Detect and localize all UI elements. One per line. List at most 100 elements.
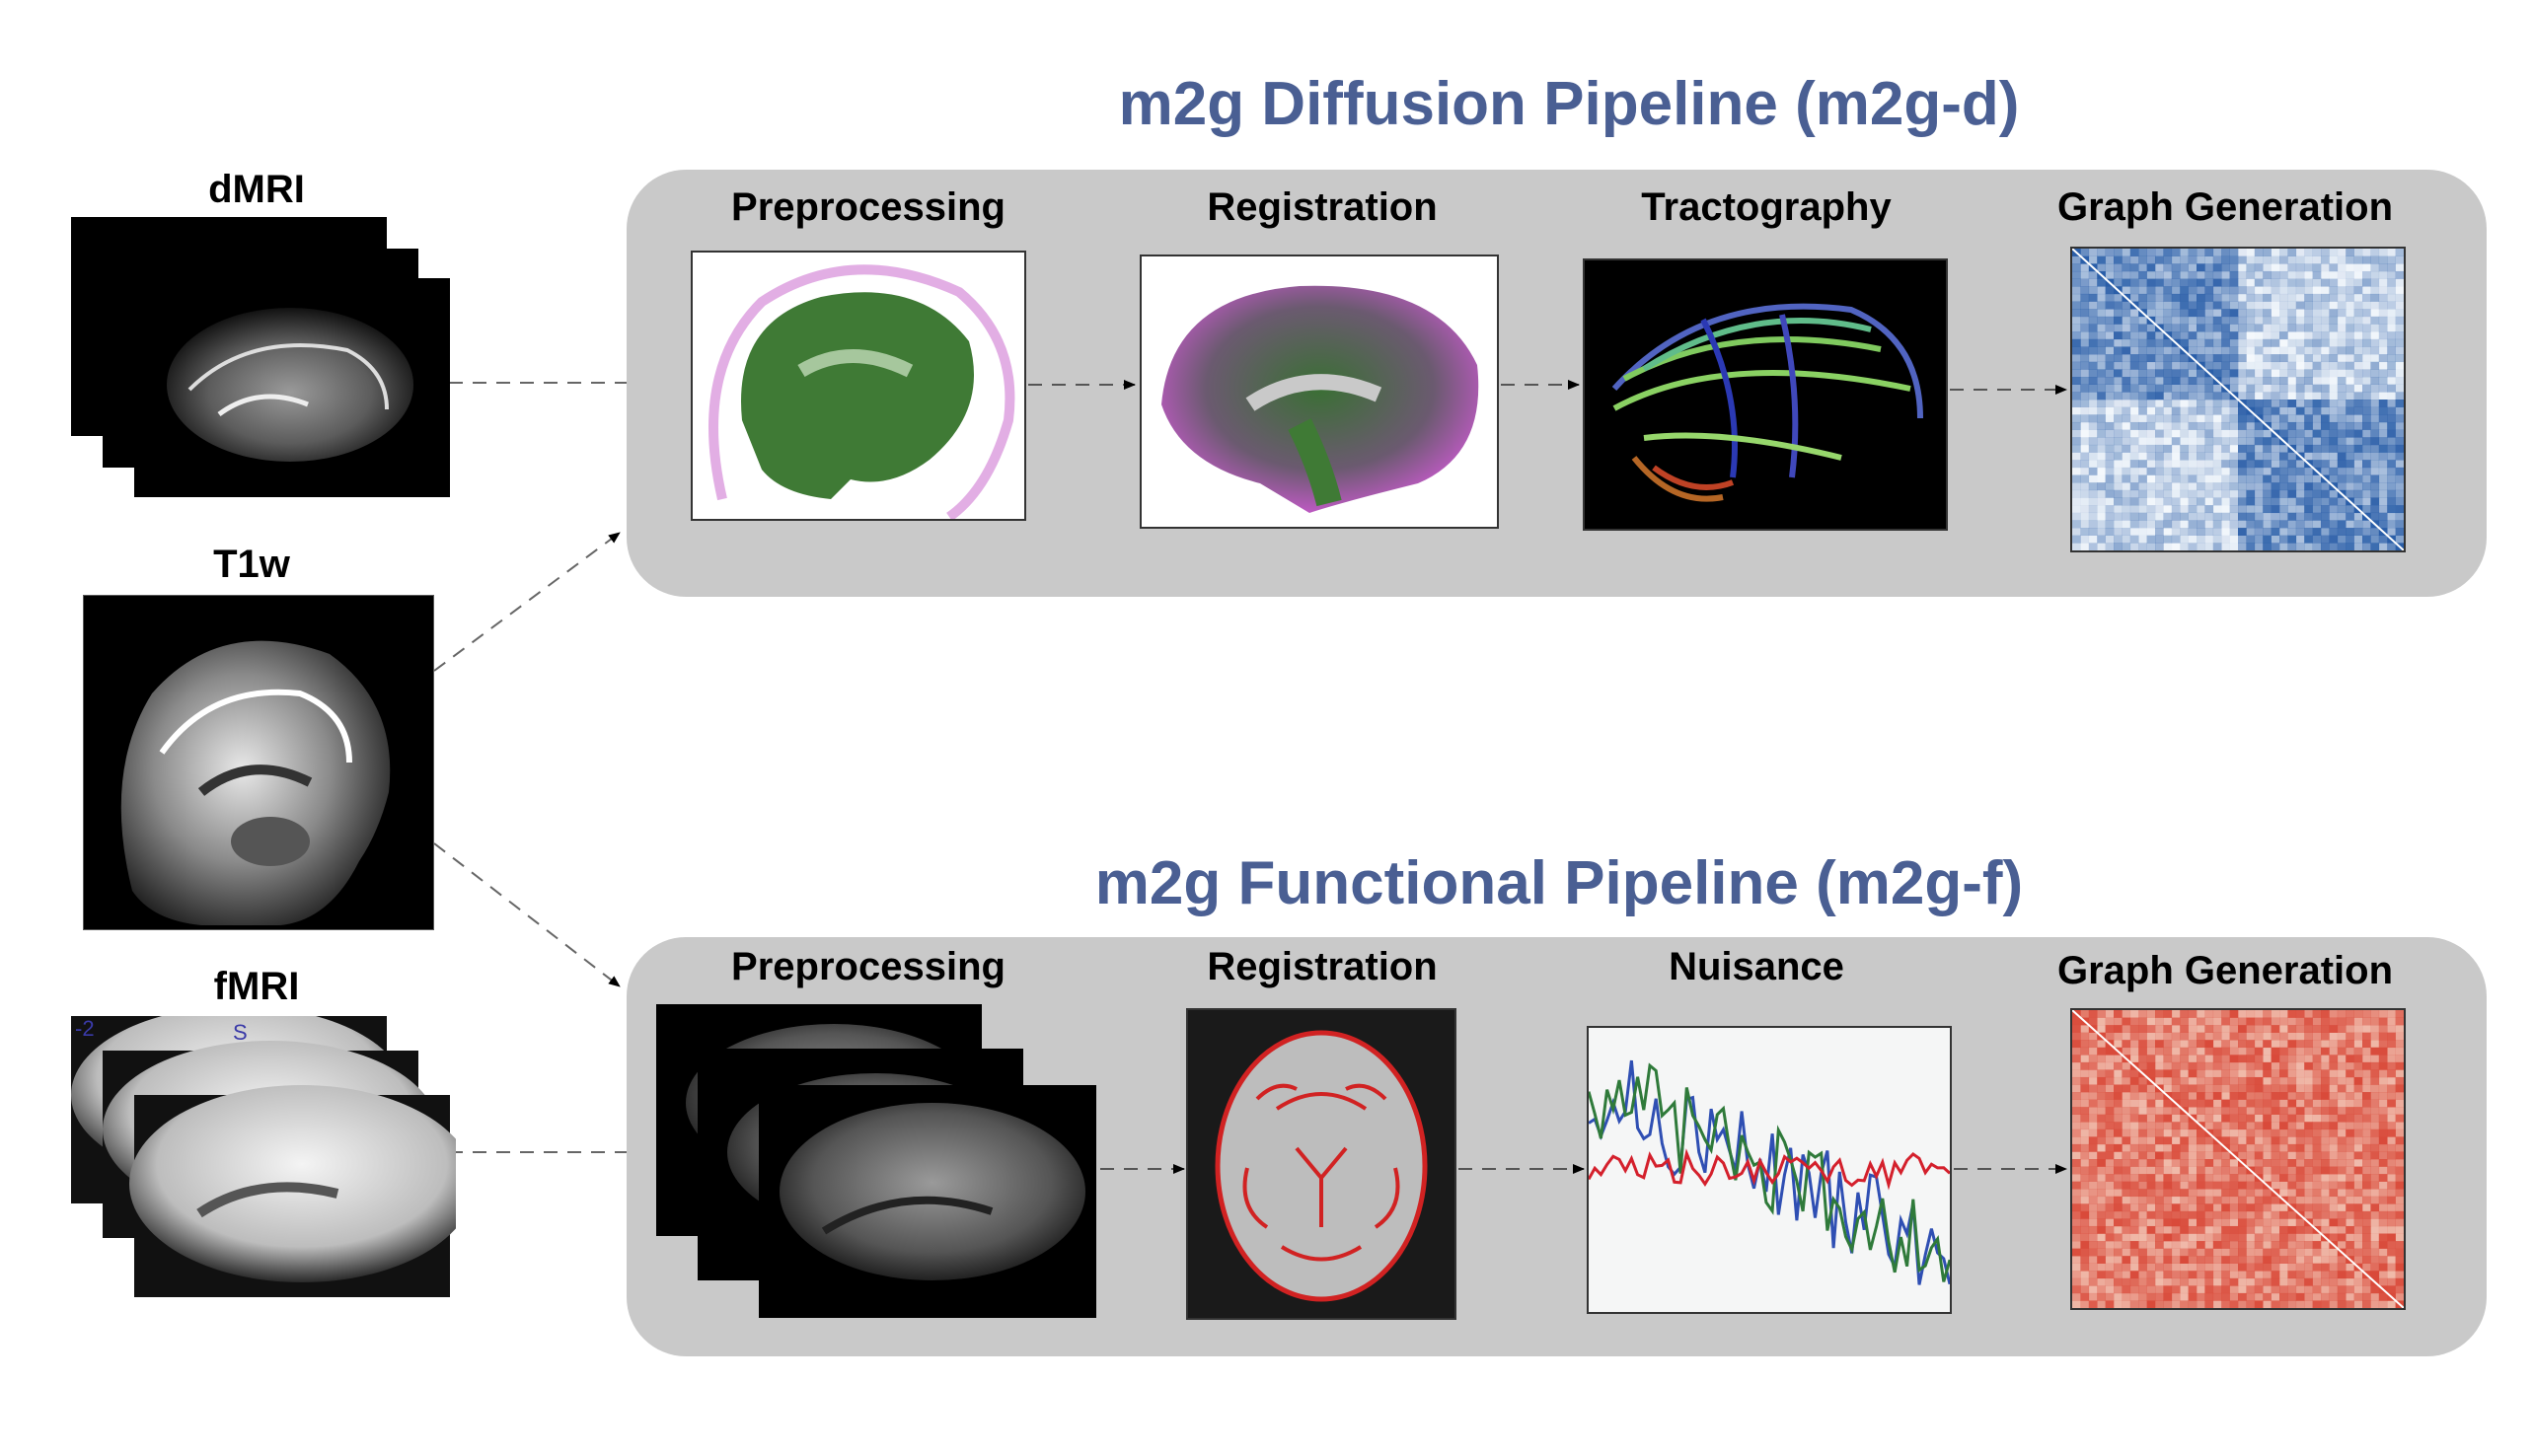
matrix-cell [2171,346,2181,355]
matrix-cell [2387,346,2396,355]
matrix-cell [2321,489,2330,498]
matrix-cell [2105,1122,2115,1130]
matrix-cell [2329,324,2339,332]
matrix-cell [2304,437,2313,446]
matrix-cell [2138,414,2147,423]
matrix-cell [2072,1076,2081,1085]
matrix-cell [2188,1061,2198,1070]
matrix-cell [2312,1107,2322,1115]
matrix-cell [2321,286,2330,294]
matrix-cell [2254,1136,2264,1145]
matrix-cell [2163,346,2173,355]
matrix-cell [2370,316,2380,325]
matrix-cell [2370,1010,2380,1018]
matrix-cell [2362,278,2371,287]
matrix-cell [2346,512,2354,521]
matrix-cell [2129,1143,2139,1152]
matrix-cell [2271,1032,2280,1041]
matrix-cell [2097,543,2106,550]
matrix-cell [2329,400,2339,407]
matrix-cell [2287,1210,2297,1219]
diffusion-tractography-image [1583,258,1948,531]
matrix-cell [2321,278,2330,287]
matrix-cell [2362,1032,2371,1041]
matrix-cell [2180,324,2189,332]
matrix-cell [2088,278,2098,287]
matrix-cell [2263,482,2272,491]
matrix-cell [2295,301,2305,310]
matrix-cell [2088,249,2098,256]
matrix-cell [2138,1040,2147,1049]
matrix-cell [2146,377,2156,385]
matrix-cell [2329,1174,2339,1182]
matrix-cell [2337,361,2347,370]
matrix-cell [2246,1196,2256,1204]
matrix-cell [2295,1092,2305,1100]
matrix-cell [2146,369,2156,378]
matrix-cell [2197,429,2205,438]
matrix-cell [2295,1010,2305,1018]
matrix-cell [2312,1076,2322,1085]
matrix-cell [2254,1218,2264,1227]
matrix-diagonal [2072,1010,2404,1308]
matrix-cell [2263,1159,2272,1167]
matrix-cell [2180,1159,2189,1167]
matrix-cell [2362,392,2371,400]
matrix-cell [2204,429,2214,438]
matrix-cell [2204,400,2214,407]
diffusion-title: m2g Diffusion Pipeline (m2g-d) [1118,70,2020,138]
matrix-cell [2072,1047,2081,1056]
matrix-cell [2129,1159,2139,1167]
matrix-cell [2105,1084,2115,1093]
matrix-cell [2279,1218,2288,1227]
matrix-cell [2329,1092,2339,1100]
matrix-cell [2114,1300,2123,1308]
matrix-cell [2346,1189,2354,1198]
matrix-cell [2304,528,2313,536]
matrix-cell [2329,437,2339,446]
matrix-cell [2138,1300,2147,1308]
matrix-cell [2395,1241,2404,1249]
matrix-cell [2180,512,2189,521]
matrix-cell [2263,429,2272,438]
matrix-cell [2263,1136,2272,1145]
matrix-cell [2129,1076,2139,1085]
matrix-cell [2337,1189,2347,1198]
matrix-cell [2229,1017,2239,1026]
matrix-cell [2304,1151,2313,1160]
matrix-cell [2295,1181,2305,1190]
matrix-cell [2180,309,2189,318]
matrix-cell [2146,1107,2156,1115]
matrix-cell [2155,1047,2164,1056]
matrix-cell [2072,1136,2081,1145]
matrix-cell [2080,1107,2090,1115]
matrix-cell [2097,460,2106,469]
matrix-cell [2387,1114,2396,1123]
matrix-cell [2263,520,2272,529]
matrix-cell [2362,384,2371,393]
matrix-cell [2287,369,2297,378]
matrix-cell [2321,263,2330,272]
matrix-cell [2114,255,2123,264]
matrix-cell [2171,1084,2181,1093]
matrix-cell [2163,460,2173,469]
matrix-cell [2105,1136,2115,1145]
matrix-cell [2097,1248,2106,1257]
matrix-cell [2263,535,2272,544]
matrix-cell [2246,543,2256,550]
matrix-cell [2212,1061,2222,1070]
matrix-cell [2088,535,2098,544]
matrix-cell [2197,1218,2205,1227]
matrix-cell [2287,1225,2297,1234]
matrix-cell [2304,1061,2313,1070]
matrix-cell [2229,1218,2239,1227]
matrix-cell [2197,497,2205,506]
matrix-cell [2221,1263,2230,1272]
matrix-cell [2180,1277,2189,1286]
matrix-cell [2321,1241,2330,1249]
matrix-cell [2105,263,2115,272]
matrix-cell [2163,1159,2173,1167]
matrix-cell [2304,1277,2313,1286]
matrix-cell [2378,1248,2388,1257]
matrix-cell [2163,1047,2173,1056]
